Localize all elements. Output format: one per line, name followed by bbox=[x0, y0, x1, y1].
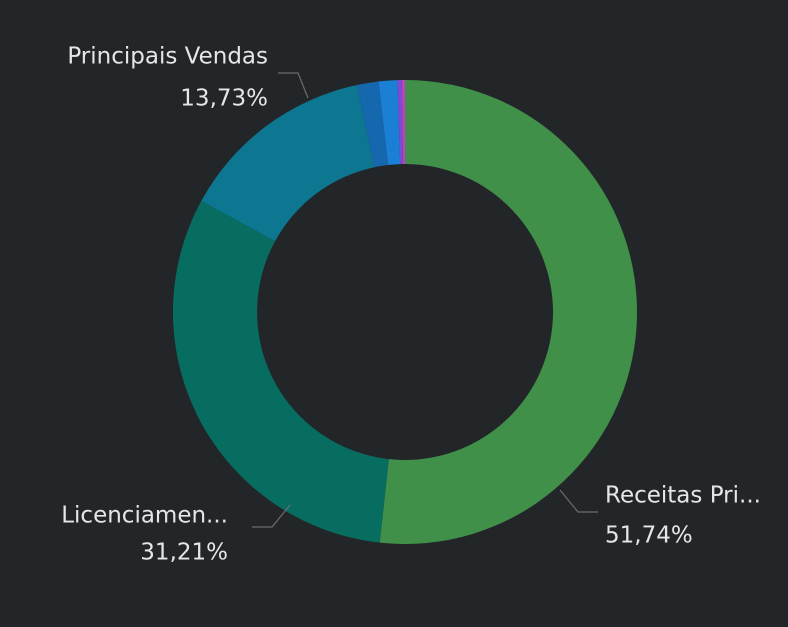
donut-slice bbox=[401, 80, 405, 165]
donut-slice bbox=[397, 80, 403, 165]
donut-slice bbox=[378, 80, 401, 165]
slice-value-label: 31,21% bbox=[140, 540, 228, 566]
slice-label: Receitas Pri... bbox=[605, 483, 761, 509]
donut-slice bbox=[172, 200, 389, 543]
donut-slice bbox=[379, 80, 638, 544]
slice-value-label: 13,73% bbox=[180, 86, 268, 112]
leader-line bbox=[559, 489, 598, 513]
slice-label: Licenciamen... bbox=[61, 503, 228, 529]
donut-slice bbox=[356, 81, 389, 168]
slice-value-label: 51,74% bbox=[605, 523, 693, 549]
donut-slice bbox=[201, 85, 375, 242]
leader-line bbox=[252, 504, 291, 528]
slice-label: Principais Vendas bbox=[67, 44, 268, 70]
leader-line bbox=[278, 72, 309, 99]
